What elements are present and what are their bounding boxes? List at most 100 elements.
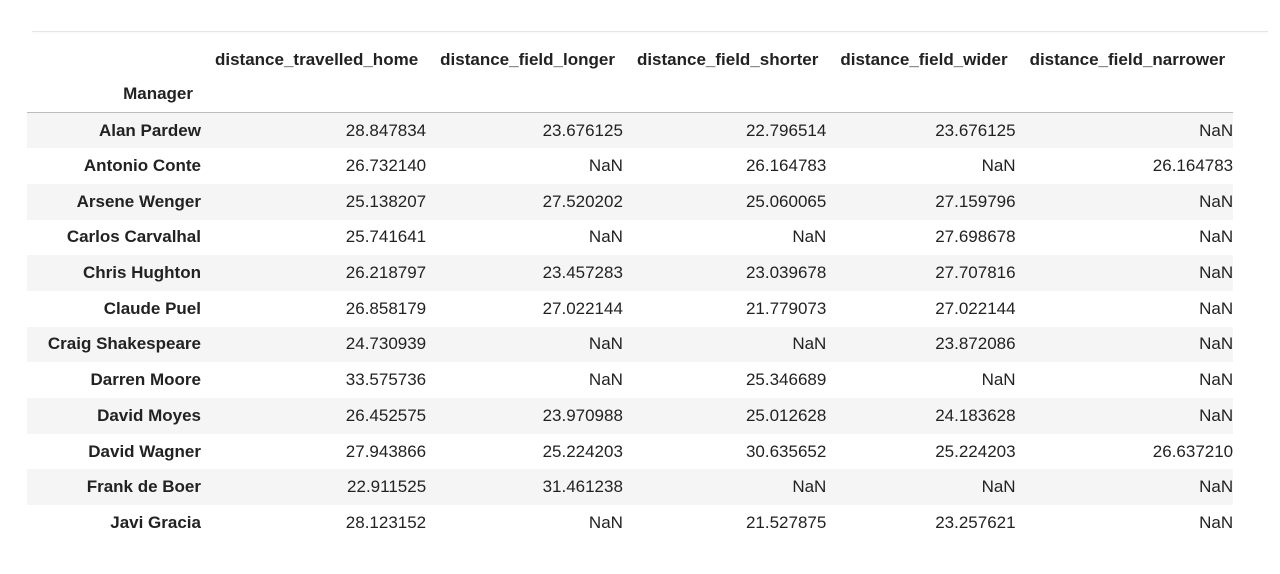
table-cell: NaN: [1199, 477, 1234, 497]
table-cell: 25.224203: [542, 441, 623, 461]
index-name-row: Manager: [27, 76, 1234, 113]
table-cell: NaN: [981, 477, 1016, 497]
table-cell: NaN: [981, 156, 1016, 176]
table-cell: 25.741641: [345, 227, 427, 247]
table-row: Claude Puel 26.858179 27.022144 21.779073 27…: [27, 290, 1234, 327]
table-cell: 30.635652: [745, 441, 827, 461]
header-blank: [201, 76, 427, 113]
table-cell: 23.970988: [542, 405, 623, 425]
row-index-label: Carlos Carvalhal: [66, 227, 201, 247]
column-header: distance_travelled_home: [215, 50, 419, 69]
table-cell: NaN: [588, 156, 623, 176]
table-cell: 27.707816: [935, 263, 1016, 283]
table-row: Frank de Boer 22.911525 31.461238 NaN NaN NaN: [27, 469, 1234, 506]
table-cell: 23.872086: [935, 334, 1016, 354]
table-cell: 26.164783: [745, 156, 827, 176]
table-cell: 23.676125: [542, 120, 623, 140]
table-cell: 21.527875: [745, 512, 827, 532]
table-row: Darren Moore 33.575736 NaN 25.346689 NaN NaN: [27, 362, 1234, 398]
table-cell: 27.520202: [542, 191, 623, 211]
table-cell: NaN: [1199, 227, 1234, 247]
header-blank: [622, 76, 827, 113]
table-cell: NaN: [1199, 298, 1234, 318]
dataframe-table: distance_travelled_home distance_field_l…: [27, 44, 1234, 541]
header-blank: [426, 76, 623, 113]
table-cell: 26.637210: [1152, 441, 1234, 461]
table-cell: NaN: [792, 334, 827, 354]
table-cell: NaN: [792, 227, 827, 247]
table-cell: NaN: [588, 512, 623, 532]
table-row: Alan Pardew 28.847834 23.676125 22.796514 23…: [27, 112, 1234, 149]
table-cell: NaN: [1199, 191, 1234, 211]
table-cell: NaN: [588, 334, 623, 354]
table-cell: 23.457283: [542, 263, 623, 283]
table-cell: 28.847834: [345, 120, 427, 140]
table-cell: 24.183628: [935, 405, 1016, 425]
table-cell: 33.575736: [345, 370, 427, 390]
table-cell: NaN: [588, 370, 623, 390]
row-index-label: Craig Shakespeare: [47, 334, 201, 354]
table-cell: 31.461238: [542, 477, 623, 497]
index-name-header: Manager: [27, 76, 201, 113]
table-cell: 23.257621: [935, 512, 1016, 532]
table-cell: NaN: [588, 227, 623, 247]
table-cell: 26.452575: [345, 405, 427, 425]
table-cell: NaN: [981, 370, 1016, 390]
table-cell: 23.039678: [745, 263, 827, 283]
table-body: Alan Pardew 28.847834 23.676125 22.796514 23…: [27, 112, 1234, 541]
row-index-label: Arsene Wenger: [76, 191, 201, 211]
table-cell: 26.164783: [1152, 156, 1234, 176]
row-index-label: Darren Moore: [90, 370, 201, 390]
table-cell: 22.911525: [347, 477, 427, 497]
table-cell: 23.676125: [935, 120, 1016, 140]
row-index-label: Frank de Boer: [86, 477, 201, 497]
column-header: distance_field_wider: [840, 50, 1008, 69]
header-blank: [1015, 76, 1234, 113]
table-cell: 25.224203: [935, 441, 1016, 461]
table-row: David Moyes 26.452575 23.970988 25.012628 24…: [27, 398, 1234, 434]
table-cell: 26.858179: [345, 298, 427, 318]
row-index-label: Alan Pardew: [98, 120, 201, 140]
table-cell: 21.779073: [745, 298, 827, 318]
table-row: Craig Shakespeare 24.730939 NaN NaN 23.87208…: [27, 326, 1234, 363]
header-corner: [27, 44, 201, 76]
row-index-label: David Wagner: [88, 441, 201, 461]
table-cell: 25.138207: [345, 191, 427, 211]
output-divider: [32, 31, 1268, 32]
table-cell: NaN: [1199, 263, 1234, 283]
dataframe-output: distance_travelled_home distance_field_l…: [27, 44, 1247, 541]
header-blank: [826, 76, 1016, 113]
table-cell: NaN: [792, 477, 827, 497]
table-row: Chris Hughton 26.218797 23.457283 23.039678…: [27, 255, 1234, 291]
table-cell: 25.060065: [745, 191, 827, 211]
column-header: distance_field_shorter: [636, 50, 819, 69]
table-cell: 24.730939: [345, 334, 427, 354]
row-index-label: Antonio Conte: [83, 156, 201, 176]
table-cell: 25.346689: [745, 370, 827, 390]
row-index-label: Chris Hughton: [82, 263, 201, 283]
table-cell: 27.022144: [935, 298, 1016, 318]
table-cell: NaN: [1199, 512, 1234, 532]
table-cell: 26.218797: [345, 263, 427, 283]
table-cell: 27.022144: [542, 298, 623, 318]
table-row: Javi Gracia 28.123152 NaN 21.527875 23.25762…: [27, 505, 1234, 541]
table-cell: 25.012628: [745, 405, 827, 425]
table-cell: NaN: [1199, 370, 1234, 390]
table-row: David Wagner 27.943866 25.224203 30.635652 2…: [27, 433, 1234, 470]
row-index-label: Claude Puel: [103, 298, 201, 318]
table-cell: 27.943866: [345, 441, 427, 461]
table-row: Antonio Conte 26.732140 NaN 26.164783 NaN 26.…: [27, 148, 1234, 184]
table-cell: NaN: [1199, 120, 1234, 140]
row-index-label: Javi Gracia: [110, 512, 201, 532]
table-row: Arsene Wenger 25.138207 27.520202 25.060065…: [27, 183, 1234, 220]
table-cell: 27.698678: [935, 227, 1016, 247]
row-index-label: David Moyes: [97, 405, 201, 425]
column-header-row: distance_travelled_home distance_field_l…: [27, 44, 1233, 76]
table-row: Carlos Carvalhal 25.741641 NaN NaN 27.698678…: [27, 219, 1234, 256]
column-header: distance_field_narrower: [1029, 50, 1226, 69]
table-cell: NaN: [1199, 334, 1234, 354]
table-cell: 26.732140: [345, 156, 427, 176]
column-header: distance_field_longer: [440, 50, 615, 69]
table-cell: NaN: [1199, 405, 1234, 425]
table-cell: 27.159796: [935, 191, 1016, 211]
